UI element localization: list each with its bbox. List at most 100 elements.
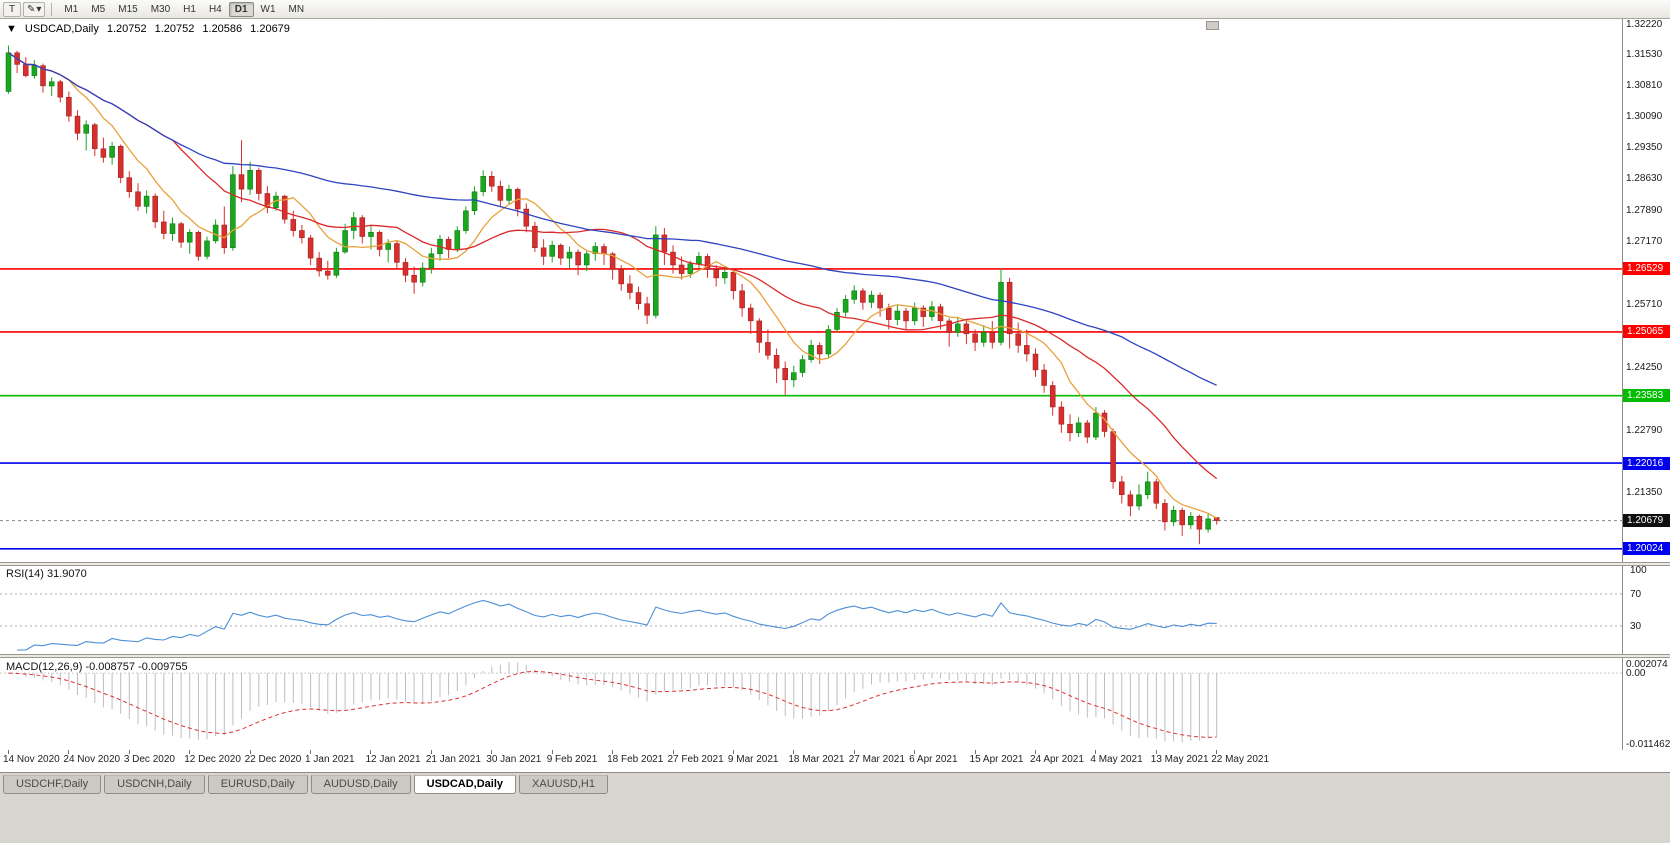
price-axis-label: 1.32220 bbox=[1626, 19, 1663, 30]
candle bbox=[350, 217, 357, 231]
candle bbox=[523, 208, 530, 227]
moving-averages bbox=[8, 52, 1218, 519]
macd-panel-canvas[interactable] bbox=[0, 658, 1670, 750]
tab-usdcad[interactable]: USDCAD,Daily bbox=[413, 775, 517, 794]
timeframe-button-m5[interactable]: M5 bbox=[91, 3, 106, 15]
time-axis-tick bbox=[1095, 750, 1097, 754]
candle bbox=[635, 292, 642, 304]
candle bbox=[428, 253, 435, 269]
time-axis[interactable] bbox=[0, 750, 1670, 772]
candle bbox=[143, 195, 150, 207]
candle bbox=[463, 210, 469, 231]
candle bbox=[773, 355, 780, 369]
candle bbox=[894, 310, 901, 320]
candle bbox=[230, 174, 236, 249]
candle bbox=[886, 307, 892, 320]
candle bbox=[558, 244, 564, 259]
candle bbox=[955, 323, 961, 333]
time-axis-tick bbox=[128, 750, 130, 754]
candle bbox=[678, 264, 685, 274]
ma-fast-line bbox=[8, 52, 1218, 519]
price-axis-label: 1.30810 bbox=[1626, 79, 1663, 91]
candle bbox=[730, 272, 737, 292]
candle bbox=[1006, 281, 1013, 335]
candle bbox=[342, 230, 348, 253]
timeframe-button-mn[interactable]: MN bbox=[288, 3, 305, 15]
candle bbox=[480, 176, 486, 193]
candle bbox=[1127, 494, 1134, 507]
chart-scroll-marker[interactable] bbox=[1206, 21, 1219, 30]
low-value: 1.20586 bbox=[202, 23, 243, 35]
candle bbox=[1196, 516, 1203, 530]
timeframe-buttons: M1 M5 M15 M30 H1 H4 D1 W1 MN bbox=[58, 1, 310, 17]
candle bbox=[782, 367, 788, 381]
rsi-line bbox=[17, 599, 1217, 651]
candle bbox=[5, 52, 12, 92]
candle bbox=[566, 251, 573, 259]
tab-eurusd[interactable]: EURUSD,Daily bbox=[207, 775, 308, 794]
open-value: 1.20752 bbox=[106, 23, 147, 35]
candle bbox=[445, 238, 452, 250]
level-price-badge: 1.26529 bbox=[1623, 262, 1670, 276]
candle bbox=[670, 251, 676, 266]
collapse-arrow-icon[interactable]: ▼ bbox=[6, 23, 17, 35]
timeframe-button-h1[interactable]: H1 bbox=[183, 3, 196, 15]
rsi-panel-canvas[interactable] bbox=[0, 566, 1670, 654]
price-axis-label: 1.28630 bbox=[1626, 173, 1663, 185]
panel-separator-rsi[interactable] bbox=[0, 562, 1670, 566]
candle bbox=[575, 251, 581, 266]
level-price-badge: 1.22016 bbox=[1623, 456, 1670, 470]
price-axis-label: 1.24250 bbox=[1626, 361, 1663, 373]
candle bbox=[687, 263, 694, 274]
candle bbox=[489, 176, 495, 187]
pencil-icon: ✎ bbox=[27, 3, 36, 15]
candle bbox=[868, 294, 875, 303]
macd-signal-line bbox=[8, 670, 1217, 738]
candle bbox=[307, 237, 314, 259]
price-axis-label: 1.30090 bbox=[1626, 110, 1663, 122]
drawing-tool-dropdown[interactable]: ✎ ▾ bbox=[23, 1, 46, 17]
candle bbox=[842, 299, 849, 313]
candle bbox=[696, 256, 702, 264]
candle bbox=[238, 174, 245, 190]
candle bbox=[109, 145, 115, 158]
tab-usdchf[interactable]: USDCHF,Daily bbox=[3, 775, 102, 794]
timeframe-button-m15[interactable]: M15 bbox=[118, 3, 138, 15]
timeframe-button-d1[interactable]: D1 bbox=[228, 1, 254, 17]
text-tool-button[interactable]: T bbox=[3, 1, 21, 17]
candle bbox=[1041, 369, 1047, 386]
candle bbox=[903, 310, 909, 322]
candle bbox=[920, 307, 927, 317]
candle bbox=[1119, 481, 1125, 495]
candle bbox=[161, 221, 167, 234]
candle bbox=[66, 96, 72, 117]
candle bbox=[100, 148, 107, 158]
panel-separator-macd[interactable] bbox=[0, 654, 1670, 658]
time-axis-tick bbox=[1034, 750, 1036, 754]
time-axis-tick bbox=[853, 750, 855, 754]
candle bbox=[178, 223, 184, 243]
candle bbox=[963, 323, 970, 335]
candle bbox=[419, 267, 426, 283]
candle bbox=[1205, 518, 1211, 530]
candle bbox=[1084, 422, 1091, 438]
main-chart-canvas[interactable] bbox=[0, 19, 1670, 562]
ma-mid-line bbox=[8, 52, 1218, 480]
tab-audusd[interactable]: AUDUSD,Daily bbox=[310, 775, 411, 794]
candle bbox=[1170, 510, 1177, 523]
timeframe-button-w1[interactable]: W1 bbox=[260, 3, 276, 15]
timeframe-button-h4[interactable]: H4 bbox=[208, 3, 222, 15]
timeframe-button-m1[interactable]: M1 bbox=[64, 3, 79, 15]
candle bbox=[48, 81, 55, 87]
candle bbox=[540, 247, 547, 257]
price-axis-label: 1.25710 bbox=[1626, 299, 1663, 311]
candle bbox=[1179, 510, 1185, 526]
tab-usdcnh[interactable]: USDCNH,Daily bbox=[104, 775, 205, 794]
price-axis[interactable] bbox=[1623, 19, 1670, 750]
candle bbox=[376, 232, 383, 250]
macd-axis-label: -0.011462 bbox=[1626, 739, 1670, 750]
high-value: 1.20752 bbox=[154, 23, 195, 35]
tab-xauusd[interactable]: XAUUSD,H1 bbox=[519, 775, 608, 794]
candle bbox=[747, 307, 754, 322]
timeframe-button-m30[interactable]: M30 bbox=[150, 3, 171, 15]
